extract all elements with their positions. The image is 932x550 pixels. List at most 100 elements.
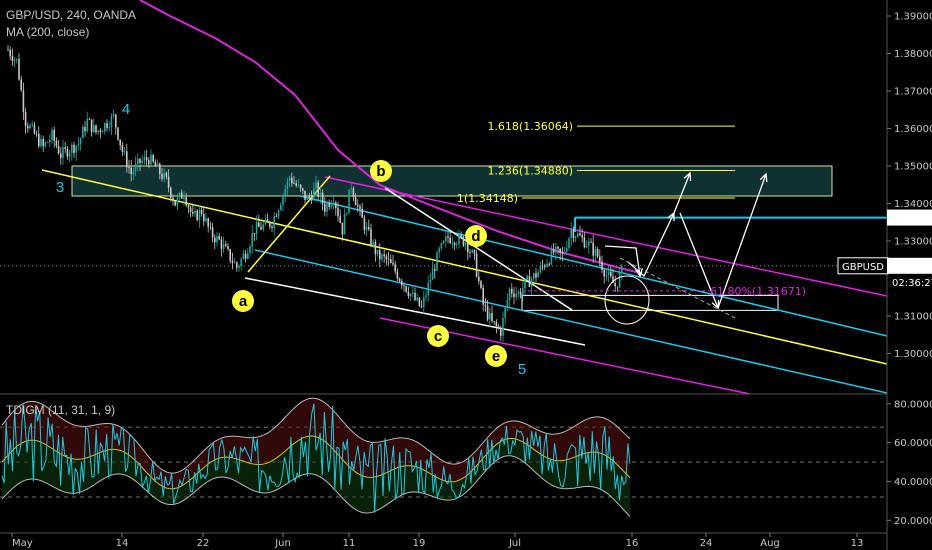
candle-body (387, 258, 390, 260)
candle-body (42, 138, 44, 146)
candle-body (401, 280, 403, 286)
candle-body (236, 262, 238, 268)
candle-body (335, 202, 337, 208)
candle-body (473, 250, 476, 254)
candle-body (460, 234, 462, 237)
fibonacci-layer: 1.618(1.36064) 1.236(1.34880) 1(1.34148) 61… (457, 120, 806, 298)
candle-body (251, 233, 253, 247)
oscillator-fast-line (1, 403, 631, 513)
price-pane[interactable]: 1.618(1.36064) 1.236(1.34880) 1(1.34148) 61… (0, 0, 888, 395)
candle-body (181, 192, 183, 199)
candle-body (572, 229, 575, 239)
candle-body (44, 142, 47, 146)
candle-body (484, 304, 487, 306)
pivot-circle (604, 275, 650, 325)
candle-body (13, 59, 16, 61)
time-tick-label: 22 (197, 538, 210, 549)
candle-body (240, 258, 242, 267)
candle-body (612, 276, 614, 284)
candle-body (82, 127, 84, 139)
wave-circle-label: c (434, 328, 442, 345)
projection-arrows (604, 171, 768, 325)
time-axis[interactable]: May 14 22 Jun 11 19 Jul 16 24 Aug 13 (11, 533, 863, 549)
candle-body (497, 326, 500, 329)
candle-body (35, 133, 38, 135)
candle-body (247, 253, 249, 259)
candle-body (440, 243, 443, 249)
candle-body (165, 172, 168, 177)
candle-body (297, 184, 300, 186)
candle-body (306, 196, 308, 200)
time-tick-label: Jun (274, 538, 291, 549)
channel-cyan-lower (254, 249, 888, 394)
fib-level-label: 61.80%(1.31671) (710, 285, 806, 298)
projection-arrow-small (604, 245, 641, 277)
candle-body (594, 248, 597, 256)
oscillator-axis[interactable]: 80.0000 60.0000 40.0000 20.0000 (887, 399, 932, 527)
candle-body (286, 180, 289, 190)
candle-body (68, 152, 71, 157)
candle-body (592, 242, 594, 256)
candle-body (319, 192, 322, 197)
candle-body (354, 197, 357, 206)
candle-body (33, 124, 36, 134)
candle-body (238, 266, 240, 268)
candle-body (478, 276, 480, 282)
candle-body (16, 58, 18, 60)
candle-body (172, 197, 174, 202)
channel-cyan-upper (299, 195, 888, 337)
wave-label: 3 (56, 179, 64, 196)
candle-body (231, 260, 234, 263)
candle-body (302, 188, 304, 191)
candle-body (154, 161, 157, 167)
candle-body (341, 222, 344, 235)
candle-body (174, 201, 176, 206)
candle-body (396, 271, 399, 279)
candle-body (64, 147, 66, 149)
candle-body (216, 235, 218, 243)
candle-body (222, 244, 225, 249)
projection-arrow-up-2 (717, 173, 767, 309)
candle-body (128, 167, 130, 169)
candle-body (11, 55, 14, 61)
candle-body (517, 291, 520, 294)
candle-body (313, 188, 315, 201)
candle-body (242, 253, 245, 259)
candle-body (121, 145, 124, 152)
candle-body (601, 261, 603, 271)
candle-body (88, 118, 91, 120)
price-tick-label: 1.39000 (894, 12, 932, 23)
wave-circle-label: b (376, 163, 385, 180)
wave-circle (485, 345, 507, 367)
candle-body (148, 160, 150, 165)
candle-body (403, 285, 405, 287)
candle-body (275, 216, 278, 217)
candle-body (284, 189, 286, 196)
candle-body (317, 182, 319, 197)
channel-yellow-midline (41, 169, 888, 365)
price-axis[interactable]: 1.39000 1.38000 1.37000 1.36000 1.35000 1.340… (837, 12, 932, 361)
candle-body (293, 183, 295, 185)
candle-body (506, 299, 509, 308)
candle-body (530, 278, 533, 287)
candle-body (161, 174, 163, 179)
wave-circle-label: d (471, 228, 480, 245)
candle-body (264, 219, 267, 225)
price-tick-label: 1.35000 (894, 162, 932, 173)
candles-layer (7, 45, 623, 342)
candle-body (330, 204, 333, 207)
candle-body (123, 151, 126, 153)
oscillator-pane[interactable] (0, 397, 887, 517)
oscillator-upper-fill (2, 398, 630, 489)
candle-body (570, 229, 572, 239)
candle-body (93, 125, 95, 133)
candle-body (383, 254, 385, 257)
candle-body (321, 192, 324, 204)
candle-body (423, 297, 425, 307)
candle-body (409, 293, 412, 297)
candle-body (447, 236, 449, 238)
candle-body (62, 147, 64, 158)
candle-body (326, 203, 328, 212)
candle-body (249, 246, 251, 254)
